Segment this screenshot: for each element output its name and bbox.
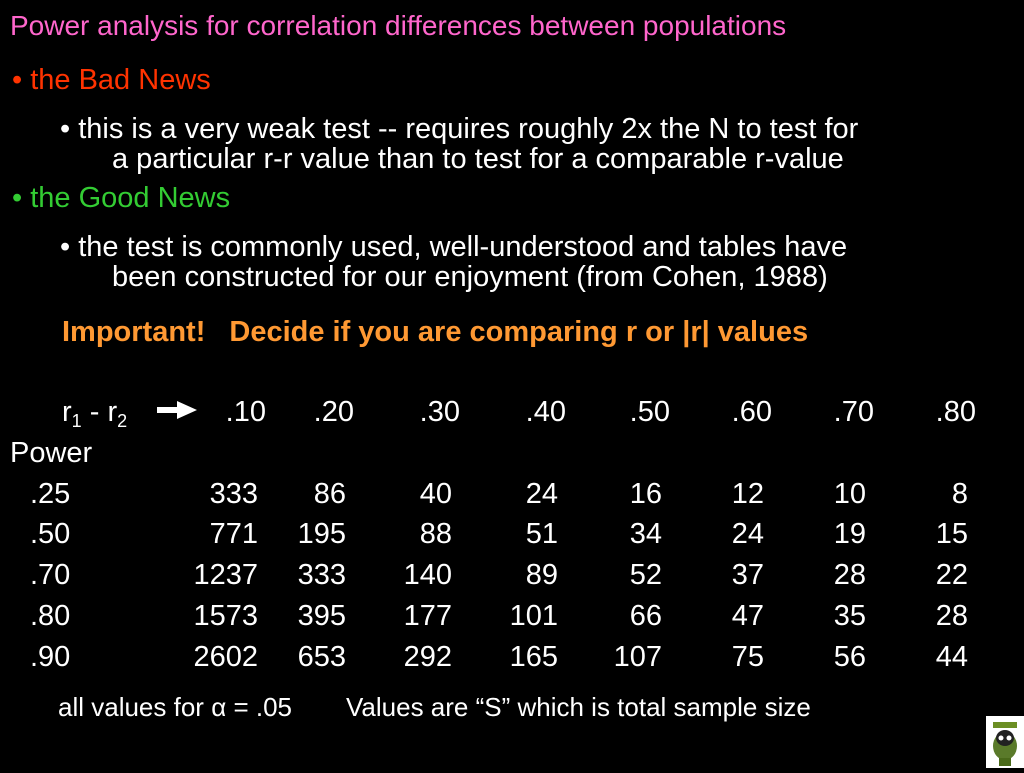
- slide-title: Power analysis for correlation differenc…: [10, 10, 787, 41]
- table-cell: 165: [509, 641, 558, 673]
- table-cell: 52: [629, 559, 662, 591]
- good-news-line-2: been constructed for our enjoyment (from…: [112, 261, 828, 293]
- table-cell: 24: [731, 518, 764, 550]
- table-cell: 333: [209, 478, 258, 510]
- power-row-label: .90: [30, 641, 71, 673]
- table-cell: 12: [731, 478, 764, 510]
- table-cell: 395: [297, 600, 346, 632]
- table-cell: 75: [731, 641, 764, 673]
- bullet: •: [12, 182, 23, 214]
- alpha-note-suffix: = .05: [226, 692, 292, 722]
- table-cell: 15: [935, 518, 968, 550]
- table-cell: 653: [297, 641, 346, 673]
- table-cell: 177: [403, 600, 452, 632]
- column-header: .10: [225, 396, 266, 428]
- table-cell: 10: [833, 478, 866, 510]
- table-cell: 19: [833, 518, 866, 550]
- table-cell: 16: [629, 478, 662, 510]
- table-cell: 89: [525, 559, 558, 591]
- table-cell: 37: [731, 559, 764, 591]
- table-cell: 56: [833, 641, 866, 673]
- table-cell: 34: [629, 518, 662, 550]
- table-cell: 2602: [193, 641, 258, 673]
- bad-news-heading: • the Bad News: [12, 64, 211, 97]
- column-header: .20: [313, 396, 354, 428]
- bullet: •: [12, 64, 23, 96]
- table-cell: 24: [525, 478, 558, 510]
- table-cell: 771: [209, 518, 258, 550]
- good-news-label: the Good News: [30, 182, 231, 214]
- cartoon-logo-icon: [986, 716, 1024, 768]
- table-cell: 107: [613, 641, 662, 673]
- power-row-label: .50: [30, 518, 71, 550]
- bad-news-detail: • this is a very weak test -- requires r…: [60, 114, 858, 174]
- bad-news-label: the Bad News: [30, 64, 211, 96]
- footer-note: all values for α = .05 Values are “S” whi…: [58, 692, 811, 723]
- table-cell: 47: [731, 600, 764, 632]
- good-news-heading: • the Good News: [12, 182, 230, 215]
- table-cell: 292: [403, 641, 452, 673]
- bad-news-line-1: • this is a very weak test -- requires r…: [60, 113, 859, 145]
- power-label: Power: [10, 437, 93, 469]
- table-cell: 35: [833, 600, 866, 632]
- good-news-line-1: • the test is commonly used, well-unders…: [60, 231, 848, 263]
- column-header: .50: [629, 396, 670, 428]
- power-row-label: .25: [30, 478, 71, 510]
- table-cell: 28: [833, 559, 866, 591]
- alpha-symbol: α: [211, 692, 227, 722]
- alpha-note-prefix: all values for: [58, 692, 212, 722]
- column-header: .80: [935, 396, 976, 428]
- table-cell: 1573: [193, 600, 258, 632]
- bad-news-line-2: a particular r-r value than to test for …: [112, 143, 844, 175]
- power-row-label: .70: [30, 559, 71, 591]
- table-cell: 8: [951, 478, 968, 510]
- table-cell: 28: [935, 600, 968, 632]
- table-cell: 22: [935, 559, 968, 591]
- r-difference-label: r1 - r2: [62, 396, 128, 431]
- important-text: Decide if you are comparing r or |r| val…: [229, 316, 809, 348]
- right-arrow-icon: [157, 401, 197, 419]
- table-cell: 1237: [193, 559, 258, 591]
- table-cell: 40: [419, 478, 452, 510]
- column-header: .60: [731, 396, 772, 428]
- table-cell: 51: [525, 518, 558, 550]
- table-cell: 101: [509, 600, 558, 632]
- important-lead: Important!: [62, 316, 206, 348]
- table-cell: 44: [935, 641, 968, 673]
- sample-size-note: Values are “S” which is total sample siz…: [346, 692, 811, 722]
- power-row-label: .80: [30, 600, 71, 632]
- table-cell: 86: [313, 478, 346, 510]
- table-cell: 195: [297, 518, 346, 550]
- table-cell: 333: [297, 559, 346, 591]
- important-note: Important! Decide if you are comparing r …: [62, 316, 808, 349]
- good-news-detail: • the test is commonly used, well-unders…: [60, 232, 847, 292]
- column-header: .70: [833, 396, 874, 428]
- table-cell: 140: [403, 559, 452, 591]
- column-header: .30: [419, 396, 460, 428]
- column-header: .40: [525, 396, 566, 428]
- table-cell: 66: [629, 600, 662, 632]
- table-cell: 88: [419, 518, 452, 550]
